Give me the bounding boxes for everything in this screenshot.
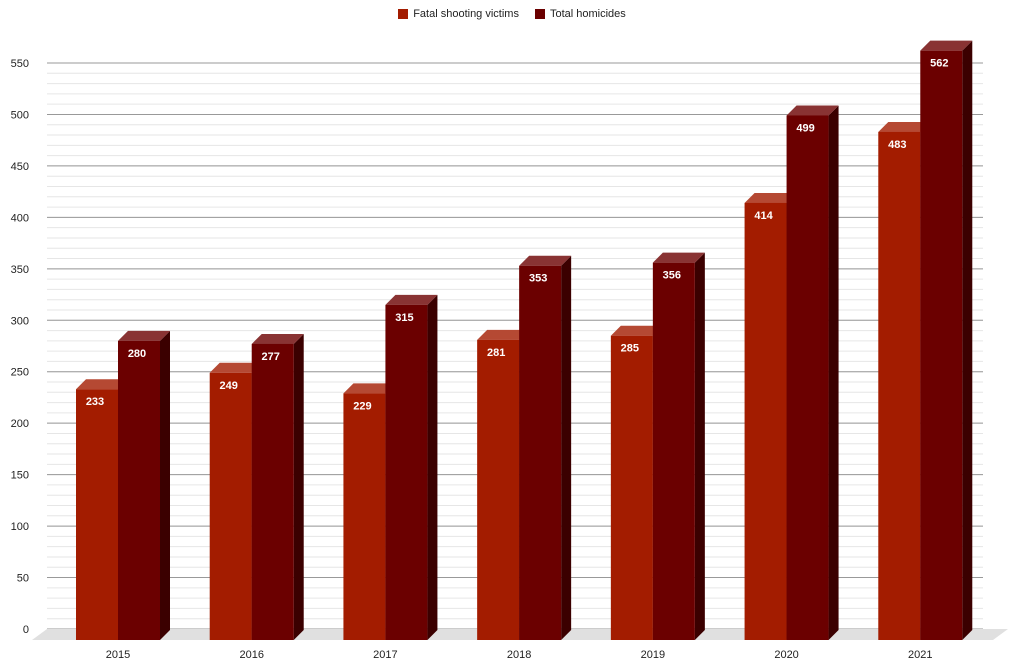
legend-label-total-homicides: Total homicides xyxy=(549,8,626,20)
bar-top xyxy=(786,105,839,116)
bar-top xyxy=(118,330,170,341)
bar-front xyxy=(744,202,787,640)
bar-side xyxy=(694,252,705,641)
bar-top xyxy=(920,40,973,51)
y-tick-label: 50 xyxy=(17,573,29,585)
y-tick-label: 450 xyxy=(11,161,29,173)
data-label: 229 xyxy=(353,400,371,412)
y-tick-label: 150 xyxy=(11,470,29,482)
bar-top xyxy=(477,329,530,340)
bar: 280 xyxy=(118,330,170,640)
bars: 233 280 249 277 229 315 281 353 285 356 414 499 483 5… xyxy=(76,40,973,641)
data-label: 483 xyxy=(888,139,906,151)
bar: 353 xyxy=(519,255,572,641)
y-tick-label: 250 xyxy=(11,367,29,379)
bar-front xyxy=(920,50,963,641)
data-label: 285 xyxy=(621,343,639,355)
y-tick-label: 300 xyxy=(11,315,29,327)
bar: 356 xyxy=(652,252,705,641)
bar-side xyxy=(828,105,839,640)
bar-top xyxy=(343,383,396,394)
bar-top xyxy=(744,192,797,203)
y-tick-label: 350 xyxy=(11,264,29,276)
bar-side xyxy=(427,294,438,640)
bar-front xyxy=(118,340,160,640)
data-label: 315 xyxy=(395,312,413,324)
bar-front xyxy=(652,262,695,640)
bar-side xyxy=(293,333,304,640)
legend: Fatal shooting victims Total homicides xyxy=(0,8,1024,20)
y-tick-label: 0 xyxy=(23,624,29,636)
data-label: 249 xyxy=(220,380,238,392)
bar: 315 xyxy=(385,294,438,640)
bar-top xyxy=(610,325,663,336)
bar: 562 xyxy=(920,40,973,641)
bar-front xyxy=(786,115,829,640)
data-label: 499 xyxy=(796,122,814,134)
data-label: 281 xyxy=(487,347,505,359)
bar-top xyxy=(209,362,262,373)
bar-front xyxy=(610,335,653,640)
bar-front xyxy=(76,389,118,640)
bar-top xyxy=(76,379,128,390)
bar-top xyxy=(385,294,438,305)
data-label: 233 xyxy=(86,396,104,408)
data-label: 356 xyxy=(663,270,681,282)
y-tick-label: 400 xyxy=(11,212,29,224)
bar-front xyxy=(251,343,294,640)
legend-item-total-homicides[interactable]: Total homicides xyxy=(534,8,626,20)
bar-top xyxy=(251,333,304,344)
legend-item-fatal-shooting-victims[interactable]: Fatal shooting victims xyxy=(398,8,519,20)
x-tick-label: 2019 xyxy=(641,649,665,661)
bar-side xyxy=(962,40,973,641)
bar-front xyxy=(878,131,921,640)
bar: 277 xyxy=(251,333,304,640)
x-tick-label: 2020 xyxy=(774,649,798,661)
data-label: 353 xyxy=(529,273,547,285)
data-label: 280 xyxy=(128,348,146,360)
bar-front xyxy=(385,304,428,640)
y-tick-label: 550 xyxy=(11,58,29,70)
bar: 499 xyxy=(786,105,839,640)
bar-side xyxy=(561,255,572,641)
x-tick-label: 2021 xyxy=(908,649,932,661)
bar-top xyxy=(519,255,572,266)
bar-front xyxy=(343,393,386,640)
legend-swatch-fatal-shooting-victims xyxy=(398,9,409,19)
x-tick-label: 2018 xyxy=(507,649,531,661)
y-tick-label: 200 xyxy=(11,418,29,430)
data-label: 277 xyxy=(262,351,280,363)
bar-front xyxy=(209,372,252,640)
bar-front xyxy=(477,339,520,640)
x-tick-label: 2017 xyxy=(373,649,397,661)
bar-top xyxy=(878,121,931,132)
x-tick-label: 2015 xyxy=(106,649,130,661)
y-tick-label: 100 xyxy=(11,521,29,533)
data-label: 562 xyxy=(930,58,948,70)
legend-label-fatal-shooting-victims: Fatal shooting victims xyxy=(413,8,519,20)
bar-front xyxy=(519,265,562,640)
y-tick-label: 500 xyxy=(11,109,29,121)
data-label: 414 xyxy=(754,210,773,222)
bar-side xyxy=(160,330,170,640)
bar-top xyxy=(652,252,705,263)
legend-swatch-total-homicides xyxy=(534,9,545,19)
x-tick-label: 2016 xyxy=(239,649,263,661)
